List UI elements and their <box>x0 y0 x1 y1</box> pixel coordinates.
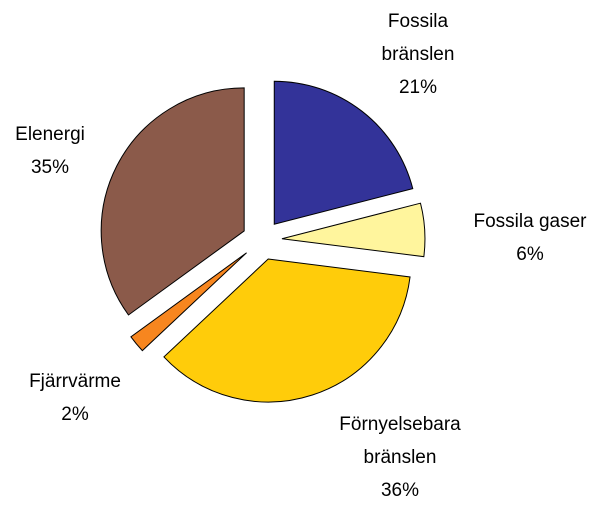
category-label: Fossila gaser <box>473 211 587 232</box>
category-label: Fossila bränslen <box>381 11 455 65</box>
pie-slice <box>100 87 245 316</box>
slice-label: Fossila gaser 6% <box>440 205 599 271</box>
value-label: 21% <box>398 77 438 98</box>
slice-label: Fossila bränslen 21% <box>363 5 473 104</box>
value-label: 36% <box>380 480 420 501</box>
pie-slice <box>273 80 414 225</box>
slice-label: Förnyelsebara bränslen 36% <box>320 408 480 507</box>
category-label: Elenergi <box>15 124 85 145</box>
value-label: 35% <box>30 157 70 178</box>
pie-slice <box>281 202 426 258</box>
slice-label: Fjärrvärme 2% <box>5 365 145 431</box>
pie-slice <box>130 252 247 352</box>
slice-label: Elenergi 35% <box>0 118 105 184</box>
value-label: 2% <box>61 404 89 425</box>
category-label: Förnyelsebara bränslen <box>339 414 461 468</box>
value-label: 6% <box>516 244 544 265</box>
pie-slice <box>163 258 411 403</box>
category-label: Fjärrvärme <box>29 371 121 392</box>
